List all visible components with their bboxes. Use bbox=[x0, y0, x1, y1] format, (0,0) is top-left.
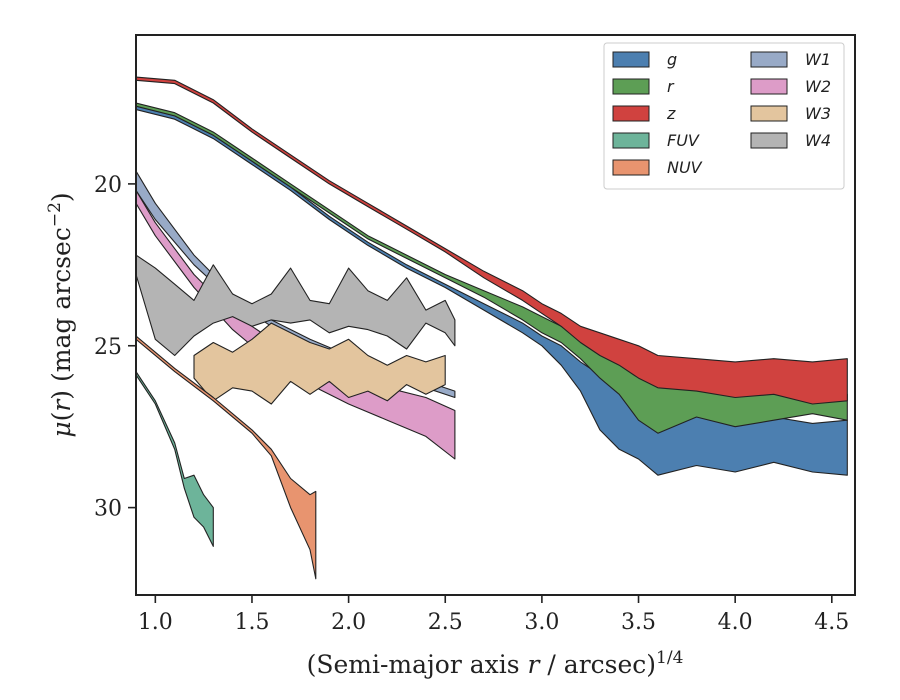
legend-swatch-r bbox=[612, 78, 650, 95]
x-tick-label: 3.0 bbox=[524, 610, 559, 635]
y-axis-label-open: ( bbox=[47, 412, 76, 422]
series-layer bbox=[136, 76, 848, 580]
series-band-r bbox=[136, 102, 848, 434]
y-axis-label-var: r bbox=[47, 398, 76, 412]
x-axis-label-main: (Semi-major axis bbox=[307, 650, 528, 679]
legend-label-fuv: FUV bbox=[667, 131, 700, 150]
x-axis-label-exp: 1/4 bbox=[656, 648, 683, 668]
legend-label-z: z bbox=[666, 104, 676, 123]
x-axis-ticks: 1.0 1.5 2.0 2.5 3.0 3.5 4.0 4.5 bbox=[138, 595, 849, 635]
x-axis-label-unit: / arcsec) bbox=[539, 650, 656, 679]
y-axis-label-end: ) bbox=[47, 192, 76, 202]
x-tick-label: 4.5 bbox=[814, 610, 849, 635]
y-axis-label-mu: μ bbox=[47, 421, 76, 437]
x-tick-label: 1.0 bbox=[138, 610, 173, 635]
legend-swatch-w1 bbox=[750, 51, 788, 68]
x-tick-label: 2.0 bbox=[331, 610, 366, 635]
x-axis-label-var: r bbox=[528, 650, 542, 679]
legend-swatch-nuv bbox=[612, 159, 650, 176]
legend-label-w3: W3 bbox=[805, 104, 831, 123]
series-band-w4 bbox=[136, 254, 456, 357]
x-axis-label: (Semi-major axis r / arcsec)1/4 bbox=[307, 648, 684, 679]
legend-swatch-w2 bbox=[750, 78, 788, 95]
legend-label-g: g bbox=[667, 50, 677, 69]
legend-label-w4: W4 bbox=[805, 131, 831, 150]
legend: grz FUV NUV W1 W2 W3 W4 bbox=[603, 42, 845, 190]
series-band-z bbox=[136, 76, 848, 405]
x-tick-label: 4.0 bbox=[718, 610, 753, 635]
legend-swatch-z bbox=[612, 105, 650, 122]
y-axis-ticks: 20 25 30 bbox=[94, 173, 136, 522]
x-tick-label: 2.5 bbox=[428, 610, 463, 635]
legend-label-nuv: NUV bbox=[667, 158, 703, 177]
legend-label-r: r bbox=[667, 77, 675, 96]
x-tick-label: 3.5 bbox=[621, 610, 656, 635]
legend-swatch-fuv bbox=[612, 132, 650, 149]
y-axis-label: μ(r) (mag arcsec−2) bbox=[45, 192, 76, 437]
series-band-nuv bbox=[136, 335, 317, 580]
y-tick-label: 25 bbox=[94, 335, 122, 360]
legend-label-w2: W2 bbox=[805, 77, 831, 96]
x-tick-label: 1.5 bbox=[234, 610, 269, 635]
series-band-g bbox=[136, 105, 848, 476]
legend-swatch-w4 bbox=[750, 132, 788, 149]
y-axis-label-exp: −2 bbox=[45, 202, 65, 227]
series-band-w3 bbox=[193, 322, 446, 405]
series-band-fuv bbox=[136, 371, 214, 547]
y-tick-label: 30 bbox=[94, 497, 122, 522]
y-axis-label-unit: (mag arcsec bbox=[47, 227, 76, 390]
legend-label-w1: W1 bbox=[805, 50, 831, 69]
plot-frame bbox=[135, 34, 856, 596]
y-tick-label: 20 bbox=[94, 173, 122, 198]
legend-swatch-w3 bbox=[750, 105, 788, 122]
legend-swatch-g bbox=[612, 51, 650, 68]
y-axis-label-close: ) bbox=[47, 390, 76, 400]
